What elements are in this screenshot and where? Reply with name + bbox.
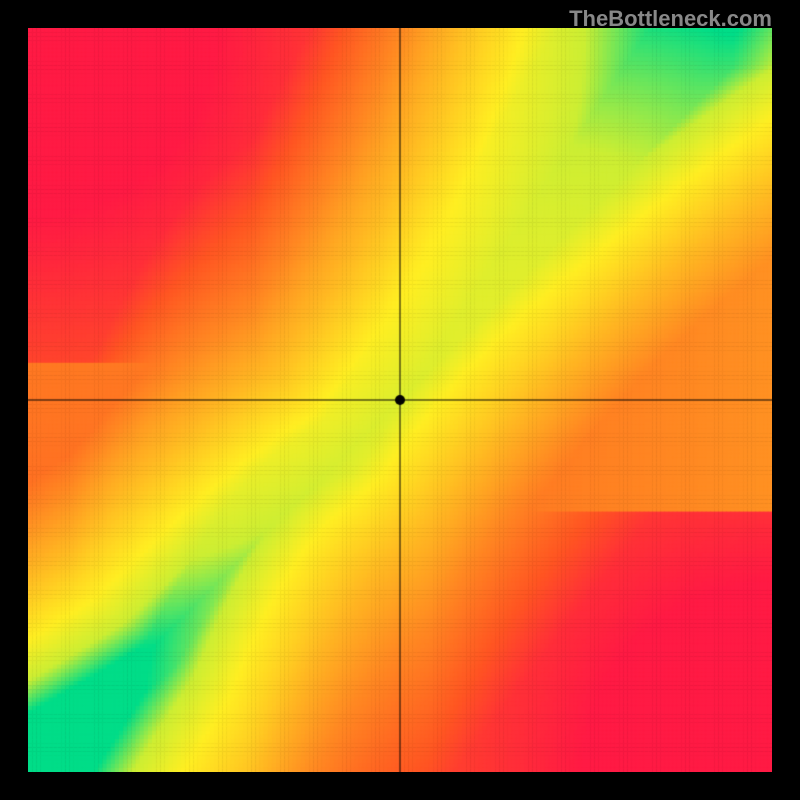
watermark-text: TheBottleneck.com <box>569 6 772 32</box>
bottleneck-heatmap-canvas <box>28 28 772 772</box>
